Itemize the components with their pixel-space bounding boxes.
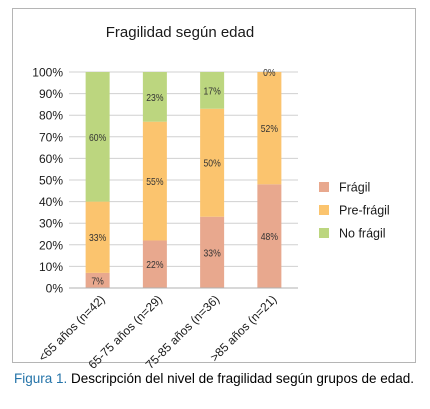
- data-label: 22%: [146, 259, 164, 271]
- data-label: 55%: [146, 176, 164, 188]
- bar-segment: [85, 72, 110, 202]
- y-tick-label: 20%: [39, 238, 63, 252]
- legend-swatch: [319, 228, 329, 238]
- legend-label: No frágil: [339, 227, 386, 241]
- data-label: 33%: [204, 248, 222, 260]
- data-label: 60%: [89, 132, 107, 144]
- y-tick-label: 90%: [39, 87, 63, 101]
- y-tick-label: 60%: [39, 152, 63, 166]
- legend-swatch: [319, 182, 329, 192]
- y-tick-label: 50%: [39, 174, 63, 188]
- bar-segment: [142, 240, 167, 288]
- bar-segment: [257, 72, 282, 185]
- bar-segment: [200, 216, 225, 288]
- y-tick-label: 0%: [46, 282, 64, 296]
- data-label: 0%: [263, 67, 276, 79]
- caption-text: Descripción del nivel de fragilidad segú…: [67, 371, 415, 386]
- bar-segment: [85, 201, 110, 273]
- legend-swatch: [319, 205, 329, 215]
- y-tick-label: 80%: [39, 109, 63, 123]
- bar-segment: [200, 72, 225, 109]
- bar-segment: [257, 184, 282, 288]
- data-label: 52%: [261, 123, 279, 135]
- bar-segment: [142, 121, 167, 241]
- bar-segment: [85, 272, 110, 288]
- data-label: 33%: [89, 232, 107, 244]
- data-label: 17%: [204, 86, 222, 98]
- y-tick-label: 70%: [39, 130, 63, 144]
- stacked-bar-chart: Fragilidad según edad 0% 10% 20% 30% 40% 50% 60…: [32, 24, 390, 370]
- legend-label: Pre-frágil: [339, 204, 390, 218]
- data-label: 50%: [204, 158, 222, 170]
- chart-title: Fragilidad según edad: [106, 24, 254, 41]
- bar-segment: [142, 72, 167, 122]
- data-label: 23%: [146, 92, 164, 104]
- legend-label: Frágil: [339, 181, 370, 195]
- caption-label: Figura 1.: [14, 371, 68, 386]
- figure-caption: Figura 1. Descripción del nivel de fragi…: [14, 371, 424, 386]
- bar-segment: [200, 108, 225, 217]
- y-tick-label: 40%: [39, 195, 63, 209]
- y-tick-label: 10%: [39, 260, 63, 274]
- data-label: 7%: [91, 276, 104, 288]
- data-label: 48%: [261, 231, 279, 243]
- y-tick-label: 30%: [39, 217, 63, 231]
- y-tick-label: 100%: [32, 66, 63, 80]
